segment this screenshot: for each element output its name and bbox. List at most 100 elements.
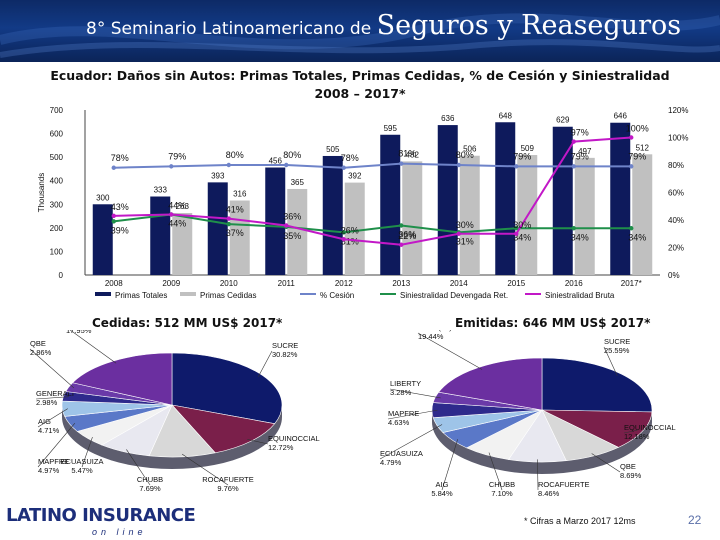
pie-charts: SUCRE30.82%EQUINOCCIAL12.72%ROCAFUERTE9.… [29, 330, 676, 498]
cedidas-label-rocafuerte: ROCAFUERTE [202, 475, 254, 484]
emitidas-value-rocafuerte: 8.46% [538, 489, 560, 498]
emitidas-leader-aig [441, 439, 458, 491]
emitidas-label-ecuasuiza: ECUASUIZA [380, 449, 423, 458]
y2-tick-label: 60% [668, 189, 684, 198]
x-tick-label: 2010 [220, 279, 238, 288]
cedidas-value-otras-17: 17.95% [66, 330, 92, 335]
cedidas-leader-aig [37, 408, 68, 428]
cedidas-leader-generali [35, 396, 70, 400]
cedidas-leader-rocafuerte [181, 453, 229, 486]
y-axis-title: Thousands [37, 173, 46, 213]
point-siniestralidad-devengada-ret [571, 226, 576, 231]
emitidas-value-liberty: 3.28% [390, 388, 412, 397]
point-cesi-n [169, 164, 174, 169]
combo-chart: 700 600 500 400 300 200 100 0 120% 100% 80% 60% 40% 2… [37, 106, 688, 300]
emitidas-label-equinoccial: EQUINOCCIAL [624, 423, 676, 432]
bar-label-primas-totales: 456 [269, 157, 283, 166]
y2-tick-label: 0% [668, 271, 680, 280]
bar-primas-totales [380, 134, 401, 275]
cedidas-label-generali: GENERALI [36, 389, 74, 398]
bar-primas-cedidas [172, 213, 193, 275]
y-tick-label: 400 [50, 177, 64, 186]
cedidas-value-sucre: 30.82% [272, 350, 298, 359]
cedidas-leader-sucre [257, 350, 273, 378]
legend-swatch-primas-cedidas [180, 292, 196, 296]
point-label-cesi-n: 80% [283, 150, 301, 160]
emitidas-leader-chubb [488, 452, 503, 491]
emitidas-slice-equinoccial [541, 409, 653, 448]
legend-label-cesi-n: % Cesión [320, 291, 354, 300]
pie-emitidas-title: Emitidas: 646 MM US$ 2017* [455, 316, 651, 330]
line-siniestralidad-bruta [113, 136, 632, 246]
emitidas-value-mapfre: 4.63% [388, 418, 410, 427]
emitidas-value-aig: 5.84% [431, 489, 453, 498]
bar-label-primas-cedidas: 392 [348, 172, 362, 181]
cedidas-leader-otras-17 [69, 330, 117, 364]
point-siniestralidad-devengada-ret [341, 230, 346, 235]
cedidas-label-sucre: SUCRE [272, 341, 298, 350]
emitidas-label-sucre: SUCRE [604, 337, 630, 346]
bar-label-primas-cedidas: 509 [521, 144, 535, 153]
bar-primas-cedidas [344, 182, 365, 275]
point-siniestralidad-devengada-ret [514, 226, 519, 231]
y-tick-label: 200 [50, 224, 64, 233]
y-tick-label: 500 [50, 153, 64, 162]
emitidas-leader-mapfre [387, 409, 438, 420]
emitidas-slice-sucre [541, 357, 653, 413]
bar-label-primas-cedidas: 506 [463, 145, 477, 154]
cedidas-label-qbe: QBE [30, 339, 46, 348]
point-siniestralidad-devengada-ret [399, 223, 404, 228]
cedidas-value-chubb: 7.69% [139, 484, 161, 493]
point-label-cesi-n: 80% [456, 150, 474, 160]
line-cesi-n [113, 162, 632, 169]
point-cesi-n [514, 164, 519, 169]
point-siniestralidad-devengada-ret [111, 219, 116, 224]
point-label-siniestralidad-devengada-ret: 34% [513, 232, 531, 242]
banner-title: 8° Seminario Latinoamericano de Seguros … [86, 10, 681, 41]
emitidas-leader-liberty [389, 388, 441, 399]
emitidas-label-qbe: QBE [620, 462, 636, 471]
cedidas-value-qbe: 2.86% [30, 348, 52, 357]
emitidas-leader-otras-17 [417, 332, 483, 370]
emitidas-label-rocafuerte: ROCAFUERTE [538, 480, 590, 489]
x-tick-label: 2016 [565, 279, 583, 288]
point-label-siniestralidad-bruta: 22% [398, 231, 416, 241]
y2-tick-label: 40% [668, 216, 684, 225]
point-label-siniestralidad-bruta: 36% [283, 212, 301, 222]
cedidas-leader-chubb [126, 449, 151, 486]
emitidas-value-chubb: 7.10% [491, 489, 513, 498]
point-siniestralidad-bruta [169, 212, 174, 217]
header-banner: 8° Seminario Latinoamericano de Seguros … [0, 0, 720, 62]
bar-primas-cedidas [402, 161, 423, 275]
point-label-siniestralidad-devengada-ret: 34% [628, 232, 646, 242]
point-siniestralidad-devengada-ret [629, 226, 634, 231]
point-label-cesi-n: 79% [571, 151, 589, 161]
point-label-cesi-n: 78% [111, 153, 129, 163]
bar-label-primas-cedidas: 497 [578, 147, 592, 156]
legend-label-siniestralidad-devengada-ret: Siniestralidad Devengada Ret. [400, 291, 508, 300]
y-tick-label: 100 [50, 247, 64, 256]
point-siniestralidad-bruta [226, 216, 231, 221]
banner-title-main: Seguros y Reaseguros [376, 10, 682, 41]
point-label-cesi-n: 80% [226, 150, 244, 160]
cedidas-label-mapfre: MAPFRE [38, 457, 69, 466]
cedidas-label-equinoccial: EQUINOCCIAL [268, 434, 320, 443]
point-label-siniestralidad-bruta: 41% [226, 205, 244, 215]
emitidas-leader-qbe [591, 453, 621, 473]
x-tick-label: 2017* [621, 279, 642, 288]
point-siniestralidad-bruta [111, 213, 116, 219]
y2-tick-label: 120% [668, 106, 688, 115]
legend-label-primas-cedidas: Primas Cedidas [200, 291, 256, 300]
chart-title-line1: Ecuador: Daños sin Autos: Primas Totales… [50, 68, 670, 83]
point-siniestralidad-bruta [284, 223, 289, 228]
legend-label-siniestralidad-bruta: Siniestralidad Bruta [545, 291, 615, 300]
bar-label-primas-cedidas: 512 [636, 143, 650, 152]
point-cesi-n [629, 164, 634, 169]
cedidas-leader-equinoccial [247, 438, 269, 445]
point-label-siniestralidad-devengada-ret: 44% [168, 219, 186, 229]
logo-text: LATINO INSURANCE [6, 505, 196, 526]
x-tick-label: 2008 [105, 279, 123, 288]
page-number: 22 [688, 513, 702, 527]
y-tick-label: 700 [50, 106, 64, 115]
banner-title-prefix: ° Seminario Latinoamericano de [96, 19, 377, 39]
